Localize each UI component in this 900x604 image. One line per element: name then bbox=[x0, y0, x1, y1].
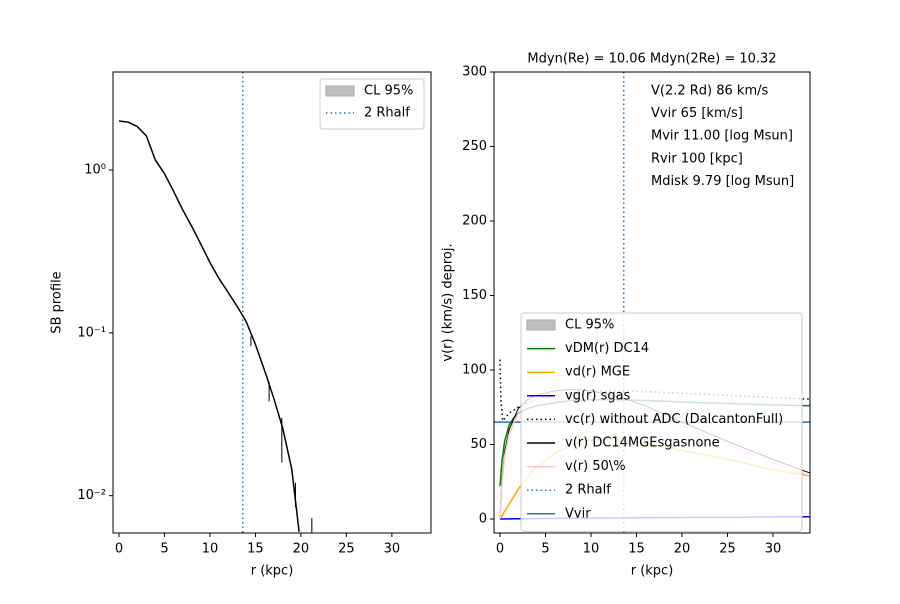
x-tick-label: 5 bbox=[160, 542, 168, 557]
x-axis-label: r (kpc) bbox=[631, 564, 674, 579]
legend-label: 2 Rhalf bbox=[565, 483, 611, 498]
chart-title: Mdyn(Re) = 10.06 Mdyn(2Re) = 10.32 bbox=[527, 52, 776, 67]
y-tick-label: 10⁻² bbox=[77, 488, 106, 503]
x-tick-label: 15 bbox=[247, 542, 264, 557]
y-tick-label: 0 bbox=[479, 511, 487, 526]
annotation: Mdisk 9.79 [log Msun] bbox=[651, 174, 794, 189]
x-tick-label: 25 bbox=[719, 542, 736, 557]
x-tick-label: 5 bbox=[541, 542, 549, 557]
legend-label: v(r) 50\% bbox=[565, 459, 626, 474]
axes-frame bbox=[112, 71, 432, 534]
x-tick-label: 20 bbox=[293, 542, 310, 557]
y-tick-label: 250 bbox=[462, 139, 487, 154]
y-tick-label: 10⁻¹ bbox=[77, 325, 106, 340]
x-tick-label: 0 bbox=[115, 542, 123, 557]
y-axis-label: v(r) (km/s) deproj. bbox=[441, 243, 456, 361]
y-tick-label: 150 bbox=[462, 288, 487, 303]
plot-area bbox=[118, 72, 313, 533]
y-tick-label: 10⁰ bbox=[84, 163, 106, 178]
x-tick-label: 10 bbox=[583, 542, 600, 557]
legend-label: CL 95% bbox=[364, 84, 413, 99]
y-tick-label: 50 bbox=[470, 437, 487, 452]
legend-label: vd(r) MGE bbox=[565, 365, 630, 380]
annotation: Mvir 11.00 [log Msun] bbox=[651, 129, 793, 144]
axes-frame bbox=[493, 71, 811, 534]
annotation: V(2.2 Rd) 86 km/s bbox=[651, 84, 769, 99]
x-tick-label: 20 bbox=[674, 542, 691, 557]
legend-label: vc(r) without ADC (DalcantonFull) bbox=[565, 412, 783, 427]
series-line bbox=[499, 359, 810, 423]
legend-label: v(r) DC14MGEsgasnone bbox=[565, 436, 720, 451]
annotation: Vvir 65 [km/s] bbox=[651, 106, 743, 121]
x-tick-label: 0 bbox=[496, 542, 504, 557]
x-tick-label: 10 bbox=[202, 542, 219, 557]
legend-swatch bbox=[325, 85, 355, 97]
x-tick-label: 25 bbox=[338, 542, 355, 557]
y-tick-label: 100 bbox=[462, 362, 487, 377]
x-tick-label: 15 bbox=[628, 542, 645, 557]
legend-label: vDM(r) DC14 bbox=[565, 341, 649, 356]
x-tick-label: 30 bbox=[765, 542, 782, 557]
legend-label: vg(r) sgas bbox=[565, 388, 631, 403]
y-axis-label: SB profile bbox=[50, 271, 65, 333]
y-tick-label: 200 bbox=[462, 213, 487, 228]
legend-swatch bbox=[526, 319, 556, 331]
legend-label: Vvir bbox=[565, 506, 591, 521]
legend-label: 2 Rhalf bbox=[364, 106, 410, 121]
legend-label: CL 95% bbox=[565, 318, 614, 333]
legend-box bbox=[520, 312, 803, 532]
x-tick-label: 30 bbox=[384, 542, 401, 557]
annotation: Rvir 100 [kpc] bbox=[651, 151, 743, 166]
y-tick-label: 300 bbox=[462, 65, 487, 80]
x-axis-label: r (kpc) bbox=[251, 564, 294, 579]
series-line bbox=[118, 120, 300, 532]
